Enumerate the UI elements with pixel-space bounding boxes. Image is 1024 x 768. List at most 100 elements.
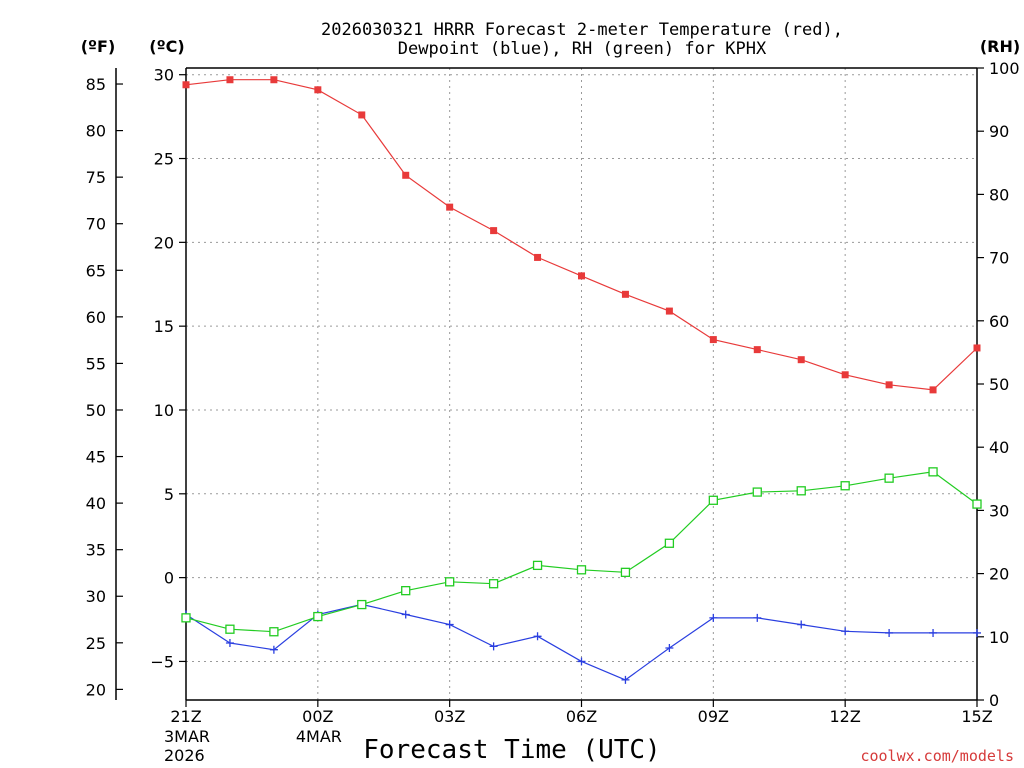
rh-tick-label: 80 <box>989 185 1009 204</box>
fahrenheit-tick-label: 50 <box>86 401 106 420</box>
temperature-point <box>226 76 234 84</box>
dewpoint-point <box>269 645 278 654</box>
rh-point <box>225 624 235 634</box>
dewpoint-point <box>577 657 586 666</box>
rh-tick-label: 40 <box>989 438 1009 457</box>
rh-point <box>181 613 191 623</box>
axis-ticks: 302520151050−585807570656055504540353025… <box>86 59 1020 765</box>
rh-point <box>445 577 455 587</box>
x-tick-label: 03Z <box>434 707 465 726</box>
rh-point <box>313 611 323 622</box>
temperature-point <box>973 344 981 352</box>
rh-tick-label: 90 <box>989 122 1009 141</box>
fahrenheit-tick-label: 20 <box>86 680 106 699</box>
rh-point <box>532 560 543 571</box>
dewpoint-point <box>709 613 718 622</box>
temperature-point <box>578 272 585 280</box>
celsius-tick-label: −5 <box>150 652 174 671</box>
fahrenheit-tick-label: 40 <box>86 494 106 513</box>
rh-point <box>708 495 718 505</box>
celsius-tick-label: 20 <box>154 233 174 252</box>
dewpoint-point <box>533 632 542 641</box>
rh-point <box>269 627 279 637</box>
temperature-point <box>841 371 849 379</box>
fahrenheit-tick-label: 30 <box>86 587 106 606</box>
x-tick-label: 00Z <box>302 707 333 726</box>
rh-tick-label: 50 <box>989 375 1009 394</box>
fahrenheit-tick-label: 45 <box>86 448 106 467</box>
temperature-point <box>490 227 498 235</box>
temperature-point <box>314 86 322 94</box>
rh-point <box>357 599 367 610</box>
rh-point <box>884 473 894 483</box>
temperature-point <box>885 381 893 389</box>
rh-point <box>796 486 806 496</box>
rh-tick-label: 60 <box>989 312 1009 331</box>
data-series <box>181 76 982 684</box>
x-axis-label: Forecast Time (UTC) <box>363 735 660 765</box>
temperature-point <box>797 356 805 364</box>
rh-unit-label: (RH) <box>980 37 1020 56</box>
celsius-unit-label: (ºC) <box>149 37 184 56</box>
temperature-point <box>270 76 278 84</box>
temperature-point <box>182 81 190 89</box>
temperature-point <box>753 346 761 354</box>
rh-point <box>664 538 675 548</box>
rh-point <box>488 579 499 589</box>
dewpoint-point <box>489 642 498 651</box>
x-tick-label: 06Z <box>566 707 597 726</box>
rh-point <box>620 567 631 577</box>
dewpoint-point <box>841 627 850 636</box>
dewpoint-point <box>401 610 410 619</box>
fahrenheit-tick-label: 80 <box>86 122 106 141</box>
temperature-point <box>534 253 542 261</box>
celsius-tick-label: 25 <box>154 150 174 169</box>
rh-point <box>401 586 411 596</box>
credit-text: coolwx.com/models <box>860 747 1014 765</box>
chart-title-line-1: 2026030321 HRRR Forecast 2-meter Tempera… <box>321 20 843 40</box>
temperature-line <box>185 79 978 391</box>
celsius-tick-label: 15 <box>154 317 174 336</box>
temperature-point <box>929 386 937 394</box>
chart-title-line-2: Dewpoint (blue), RH (green) for KPHX <box>398 39 767 59</box>
x-tick-year-label: 2026 <box>164 746 205 765</box>
x-tick-label: 12Z <box>830 707 861 726</box>
rh-point <box>576 565 587 575</box>
celsius-tick-label: 30 <box>154 66 174 85</box>
temperature-point <box>358 111 366 119</box>
fahrenheit-tick-label: 60 <box>86 308 106 327</box>
temperature-point <box>402 171 410 179</box>
dewpoint-point <box>885 628 894 637</box>
dewpoint-point <box>445 620 454 629</box>
fahrenheit-tick-label: 55 <box>86 354 106 373</box>
fahrenheit-tick-label: 35 <box>86 541 106 560</box>
rh-point <box>752 487 762 497</box>
temperature-point <box>446 203 454 211</box>
fahrenheit-tick-label: 75 <box>86 168 106 187</box>
celsius-tick-label: 0 <box>164 569 174 588</box>
temperature-point <box>665 307 673 315</box>
rh-tick-label: 0 <box>989 691 999 710</box>
rh-point <box>928 467 938 477</box>
temperature-point <box>621 290 629 298</box>
rh-tick-label: 30 <box>989 501 1009 520</box>
x-tick-date-label: 4MAR <box>296 727 342 746</box>
rh-point <box>972 499 982 509</box>
fahrenheit-tick-label: 25 <box>86 634 106 653</box>
grid-lines <box>186 68 977 700</box>
celsius-tick-label: 10 <box>154 401 174 420</box>
rh-tick-label: 100 <box>989 59 1020 78</box>
rh-tick-label: 20 <box>989 565 1009 584</box>
fahrenheit-tick-label: 70 <box>86 215 106 234</box>
x-tick-label: 21Z <box>170 707 201 726</box>
x-tick-date-label: 3MAR <box>164 727 210 746</box>
rh-tick-label: 70 <box>989 249 1009 268</box>
dewpoint-point <box>665 644 674 653</box>
celsius-tick-label: 5 <box>164 485 174 504</box>
rh-point <box>840 481 850 491</box>
dewpoint-point <box>753 613 762 622</box>
x-tick-label: 09Z <box>698 707 729 726</box>
temperature-point <box>709 336 717 344</box>
dewpoint-point <box>929 628 938 637</box>
